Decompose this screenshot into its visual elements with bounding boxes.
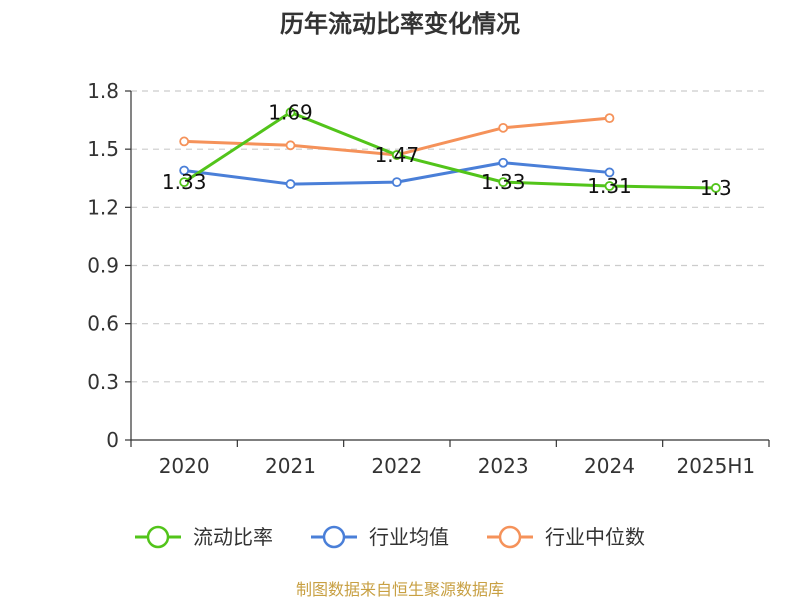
data-label: 1.33 <box>162 170 207 194</box>
data-point <box>498 157 509 168</box>
x-tick-label: 2025H1 <box>676 454 755 478</box>
legend-label: 行业中位数 <box>545 525 645 549</box>
data-point <box>604 113 615 124</box>
data-point <box>285 107 296 118</box>
legend-marker <box>146 525 170 549</box>
data-label: 1.47 <box>375 143 420 167</box>
data-point <box>498 177 509 188</box>
x-tick-label: 2023 <box>478 454 529 478</box>
data-point <box>179 165 190 176</box>
legend-label: 行业均值 <box>369 525 449 549</box>
legend-marker <box>498 525 522 549</box>
data-point <box>179 136 190 147</box>
data-point <box>391 177 402 188</box>
data-point <box>179 177 190 188</box>
data-point <box>285 140 296 151</box>
y-tick-label: 0.6 <box>87 312 119 336</box>
data-point <box>604 167 615 178</box>
data-label: 1.33 <box>481 170 526 194</box>
data-point <box>285 179 296 189</box>
series-line-0 <box>183 110 716 190</box>
legend-label: 流动比率 <box>193 525 273 549</box>
y-axis: 0 0.3 0.6 0.9 1.2 1.5 1.8 <box>87 79 132 452</box>
legend: 流动比率 行业均值 行业中位数 <box>135 525 645 549</box>
legend-marker <box>322 525 346 549</box>
grid-lines <box>131 90 769 383</box>
x-tick-label: 2024 <box>584 454 635 478</box>
x-axis: 2020 2021 2022 2023 2024 2025H1 <box>130 439 770 478</box>
data-label: 1.69 <box>268 100 313 124</box>
data-point <box>710 183 721 193</box>
x-tick-label: 2022 <box>371 454 422 478</box>
data-point <box>604 181 615 191</box>
x-tick-label: 2021 <box>265 454 316 478</box>
y-tick-label: 1.8 <box>87 79 119 103</box>
y-tick-label: 0.9 <box>87 254 119 278</box>
y-tick-label: 1.2 <box>87 195 119 219</box>
source-note: 制图数据来自恒生聚源数据库 <box>296 580 504 599</box>
chart-title: 历年流动比率变化情况 <box>280 10 520 38</box>
data-labels: 1.33 1.69 1.47 1.33 1.31 1.3 <box>162 100 732 200</box>
data-point <box>498 122 509 133</box>
data-point <box>391 150 402 160</box>
y-tick-label: 1.5 <box>87 137 119 161</box>
y-tick-label: 0 <box>106 428 119 452</box>
x-tick-label: 2020 <box>159 454 210 478</box>
data-label: 1.3 <box>700 176 732 200</box>
series-lines <box>179 107 721 193</box>
y-tick-label: 0.3 <box>87 370 119 394</box>
data-label: 1.31 <box>587 174 632 198</box>
